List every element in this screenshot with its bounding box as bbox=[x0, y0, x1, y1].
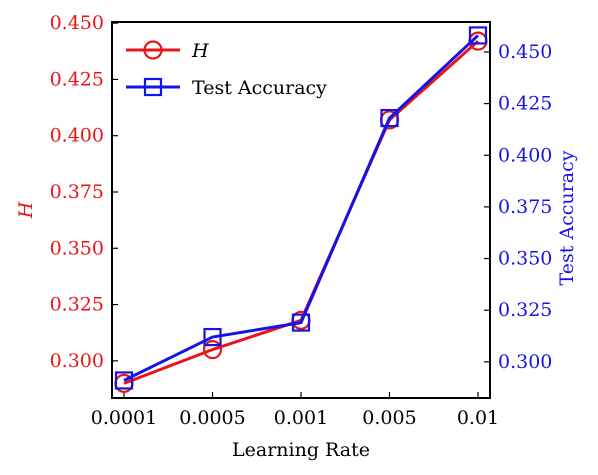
left-tick-label: 0.375 bbox=[50, 181, 104, 203]
right-tick-label: 0.325 bbox=[498, 299, 552, 321]
right-y-axis-label: Test Accuracy bbox=[556, 150, 578, 285]
x-axis-label: Learning Rate bbox=[232, 439, 370, 461]
legend-label-test-accuracy: Test Accuracy bbox=[192, 77, 327, 99]
legend: H Test Accuracy bbox=[120, 30, 344, 106]
x-tick-label: 0.0005 bbox=[179, 407, 245, 429]
x-tick-label: 0.005 bbox=[362, 407, 416, 429]
legend-marker-circle bbox=[143, 40, 163, 60]
right-tick-label: 0.300 bbox=[498, 351, 552, 373]
left-y-axis-label: H bbox=[15, 201, 37, 219]
data-point-test-accuracy bbox=[114, 371, 134, 390]
right-axis-ticks: 0.300 0.325 0.350 0.375 0.400 0.425 0.450 bbox=[484, 41, 552, 373]
right-tick-label: 0.450 bbox=[498, 41, 552, 63]
data-point-test-accuracy bbox=[291, 313, 311, 332]
left-axis-ticks: 0.300 0.325 0.350 0.375 0.400 0.425 0.450 bbox=[50, 12, 118, 372]
right-tick-label: 0.350 bbox=[498, 248, 552, 270]
data-point-h bbox=[202, 339, 223, 360]
left-tick-label: 0.450 bbox=[50, 12, 104, 34]
legend-label-h: H bbox=[191, 40, 209, 62]
left-tick-label: 0.300 bbox=[50, 350, 104, 372]
data-point-test-accuracy bbox=[203, 327, 222, 347]
x-tick-label: 0.0001 bbox=[91, 407, 157, 429]
legend-marker-square bbox=[143, 77, 163, 97]
data-point-test-accuracy bbox=[380, 108, 399, 128]
left-tick-label: 0.400 bbox=[50, 125, 104, 147]
plot-frame bbox=[111, 21, 491, 399]
x-tick-label: 0.01 bbox=[457, 407, 499, 429]
x-tick-label: 0.001 bbox=[274, 407, 328, 429]
series-layer bbox=[114, 26, 488, 393]
left-tick-label: 0.325 bbox=[50, 294, 104, 316]
left-tick-label: 0.350 bbox=[50, 237, 104, 259]
right-tick-label: 0.400 bbox=[498, 144, 552, 166]
data-point-test-accuracy bbox=[468, 26, 488, 45]
left-tick-label: 0.425 bbox=[50, 68, 104, 90]
right-tick-label: 0.375 bbox=[498, 196, 552, 218]
right-tick-label: 0.425 bbox=[498, 93, 552, 115]
series-line-test-accuracy bbox=[123, 34, 480, 382]
